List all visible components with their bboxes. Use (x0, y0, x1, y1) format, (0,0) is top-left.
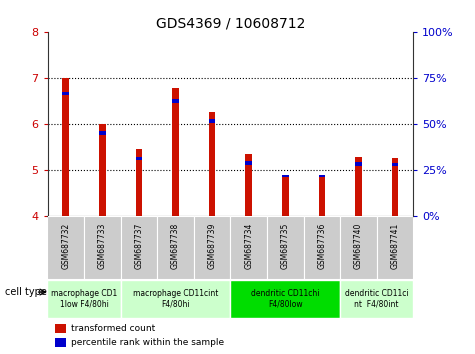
Text: transformed count: transformed count (71, 324, 155, 333)
Bar (355, 157, 361, 216)
Bar (99, 131, 105, 135)
Bar (136, 149, 142, 216)
Text: GSM687739: GSM687739 (208, 223, 217, 269)
Bar (136, 157, 142, 160)
Title: GDS4369 / 10608712: GDS4369 / 10608712 (156, 17, 305, 31)
Bar (194, 216, 230, 279)
Bar (63, 92, 69, 95)
Bar (319, 177, 325, 216)
Bar (319, 175, 325, 177)
Bar (209, 112, 215, 216)
Text: dendritic CD11chi
F4/80low: dendritic CD11chi F4/80low (251, 289, 320, 308)
Text: dendritic CD11ci
nt  F4/80int: dendritic CD11ci nt F4/80int (345, 289, 408, 308)
Bar (99, 124, 105, 216)
Text: GSM687736: GSM687736 (317, 223, 326, 269)
Bar (55, 338, 66, 347)
Bar (63, 78, 69, 216)
Bar (246, 154, 252, 216)
Bar (230, 280, 340, 318)
Text: GSM687735: GSM687735 (281, 223, 290, 269)
Text: GSM687740: GSM687740 (354, 223, 363, 269)
Bar (246, 161, 252, 165)
Bar (340, 216, 377, 279)
Bar (157, 216, 194, 279)
Bar (230, 216, 267, 279)
Text: GSM687734: GSM687734 (244, 223, 253, 269)
Text: percentile rank within the sample: percentile rank within the sample (71, 338, 224, 347)
Bar (121, 280, 230, 318)
Bar (209, 119, 215, 123)
Bar (121, 216, 157, 279)
Bar (172, 88, 179, 216)
Bar (282, 175, 288, 177)
Text: GSM687738: GSM687738 (171, 223, 180, 269)
Text: GSM687737: GSM687737 (134, 223, 143, 269)
Bar (172, 99, 179, 103)
Bar (377, 216, 413, 279)
Bar (304, 216, 340, 279)
Bar (55, 324, 66, 333)
Text: macrophage CD11cint
F4/80hi: macrophage CD11cint F4/80hi (133, 289, 218, 308)
Bar (282, 177, 288, 216)
Text: GSM687741: GSM687741 (390, 223, 399, 269)
Bar (48, 280, 121, 318)
Text: macrophage CD1
1low F4/80hi: macrophage CD1 1low F4/80hi (51, 289, 117, 308)
Text: cell type: cell type (5, 287, 47, 297)
Bar (267, 216, 304, 279)
Bar (392, 163, 398, 166)
Bar (48, 216, 84, 279)
Bar (340, 280, 413, 318)
Bar (392, 158, 398, 216)
Text: GSM687733: GSM687733 (98, 223, 107, 269)
Bar (84, 216, 121, 279)
Bar (355, 162, 361, 166)
Text: GSM687732: GSM687732 (61, 223, 70, 269)
